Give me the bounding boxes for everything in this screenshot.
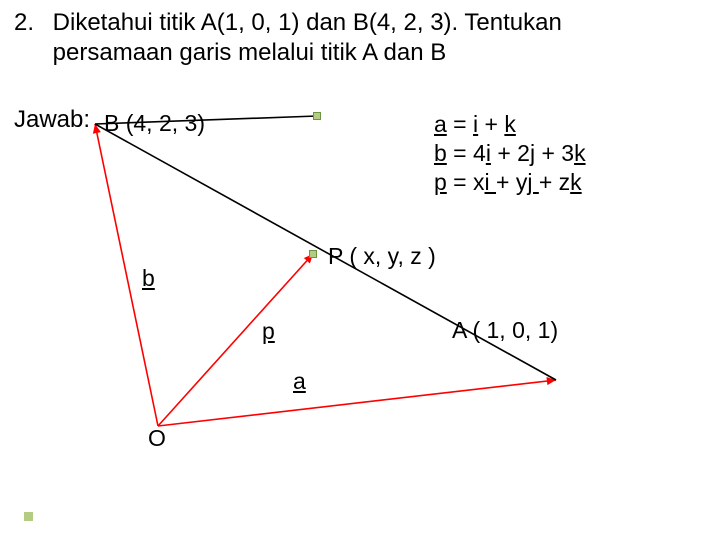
vector-diagram — [80, 100, 600, 480]
question-line1: Diketahui titik A(1, 0, 1) dan B(4, 2, 3… — [53, 9, 562, 36]
label-vector-b: b — [142, 265, 155, 292]
label-point-A: A ( 1, 0, 1) — [452, 317, 558, 344]
answer-label: Jawab: — [14, 106, 90, 134]
question-block: 2. Diketahui titik A(1, 0, 1) dan B(4, 2… — [14, 8, 706, 68]
question-number: 2. — [14, 8, 46, 38]
slide-bullet-icon — [24, 512, 33, 521]
label-point-P: P ( x, y, z ) — [328, 243, 436, 270]
label-vector-a: a — [293, 368, 306, 395]
label-point-B: B (4, 2, 3) — [104, 110, 205, 137]
question-line2: persamaan garis melalui titik A dan B — [53, 39, 447, 66]
label-point-O: O — [148, 425, 166, 452]
label-vector-p: p — [262, 318, 275, 345]
